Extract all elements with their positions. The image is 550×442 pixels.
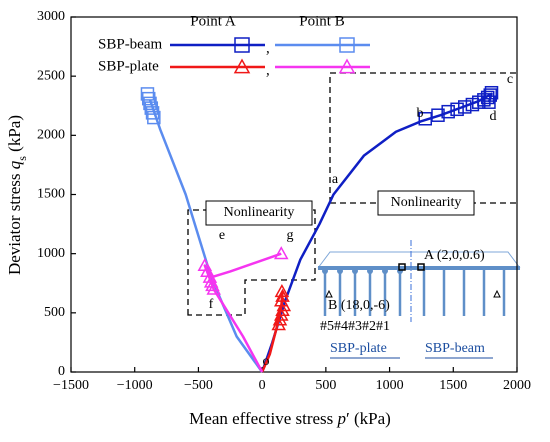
series-line <box>260 92 493 373</box>
series-line <box>148 99 264 373</box>
y-tick-label: 3000 <box>37 9 65 24</box>
marker <box>140 87 155 101</box>
legend-marker <box>234 37 250 53</box>
inset-label: A (2,0,0.6) <box>424 248 485 263</box>
marker <box>273 246 289 260</box>
dashed-region <box>187 209 316 316</box>
annotation: g <box>287 228 294 243</box>
annotation: Nonlinearity <box>391 195 462 210</box>
x-tick-label: 1500 <box>439 378 467 393</box>
marker <box>483 88 497 102</box>
marker <box>480 90 495 105</box>
x-tick-label: −1000 <box>117 378 153 393</box>
annotation: o <box>263 354 270 369</box>
y-tick-label: 2000 <box>37 128 65 143</box>
y-tick-label: 1000 <box>37 246 65 261</box>
marker <box>484 85 499 100</box>
marker <box>274 283 290 298</box>
marker <box>206 281 221 295</box>
marker <box>458 100 472 114</box>
marker <box>450 102 464 117</box>
legend-marker <box>233 58 251 74</box>
marker <box>431 108 445 122</box>
x-tick-label: 1000 <box>376 378 404 393</box>
label-box <box>377 190 475 216</box>
label-box <box>205 200 313 226</box>
annotation: e <box>219 228 225 243</box>
marker <box>144 101 159 115</box>
marker <box>441 104 455 119</box>
legend-header: Point A <box>190 13 236 29</box>
legend-header: Point B <box>299 13 344 29</box>
y-tick-label: 2500 <box>37 68 65 83</box>
legend-separator: , <box>266 62 270 78</box>
legend-label: SBP-beam <box>98 36 163 52</box>
inset-label: SBP-beam <box>425 341 485 356</box>
marker <box>482 95 496 109</box>
y-tick-label: 500 <box>44 305 65 320</box>
x-tick-label: 0 <box>259 378 266 393</box>
annotation: b <box>417 106 424 121</box>
y-tick-label: 1500 <box>37 187 65 202</box>
marker <box>202 269 218 283</box>
annotation: Nonlinearity <box>224 205 295 220</box>
x-tick-label: 500 <box>315 378 336 393</box>
x-tick-label: −1500 <box>53 378 89 393</box>
marker <box>472 95 486 109</box>
marker <box>147 110 161 125</box>
legend-marker <box>339 37 355 53</box>
marker <box>143 96 157 111</box>
legend-label: SBP-plate <box>98 58 159 74</box>
x-axis-label: Mean effective stress p′ (kPa) <box>189 409 391 428</box>
x-tick-label: 2000 <box>503 378 531 393</box>
dashed-region <box>329 72 517 204</box>
inset-label: #5#4#3#2#1 <box>320 319 390 334</box>
legend-separator: , <box>266 40 270 56</box>
x-tick-label: −500 <box>184 378 213 393</box>
marker <box>141 91 156 106</box>
inset-label: B (18,0,-6) <box>328 298 390 313</box>
y-tick-label: 0 <box>58 364 65 379</box>
series-line <box>203 252 282 373</box>
inset-label: SBP-plate <box>330 341 387 356</box>
inset <box>317 240 521 359</box>
marker <box>145 106 160 120</box>
annotation: d <box>490 109 497 124</box>
annotation: a <box>332 172 339 187</box>
legend-marker <box>338 58 356 74</box>
annotation: f <box>209 297 214 312</box>
annotation: c <box>507 72 513 87</box>
y-axis-label: Deviator stress qs (kPa) <box>5 115 29 275</box>
